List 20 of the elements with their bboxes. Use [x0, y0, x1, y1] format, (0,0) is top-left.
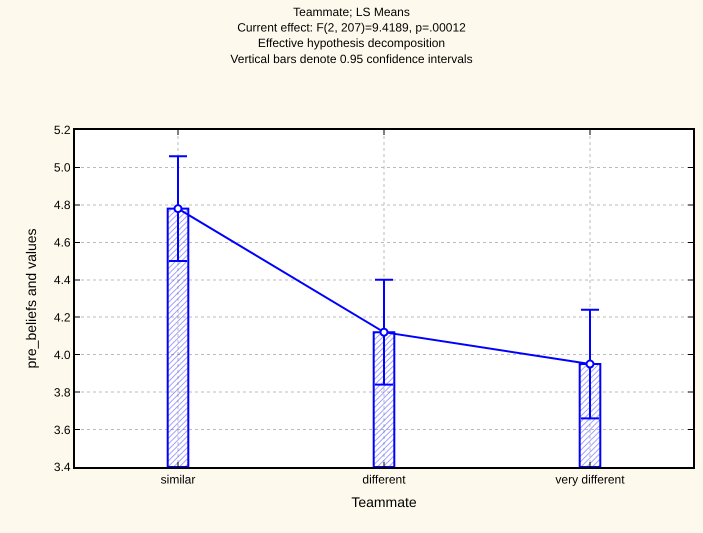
y-tick-label: 4.6 [54, 236, 71, 250]
y-tick-label: 4.4 [54, 272, 71, 287]
x-tick-label: very different [555, 472, 626, 486]
chart-subtitle: Current effect: F(2, 207)=9.4189, p=.00012 Effective hypothesis decomposition Vertical bars denote 0.95 confidence intervals [230, 20, 473, 66]
x-tick-label: similar [160, 472, 196, 486]
y-tick-label: 5.0 [54, 160, 71, 175]
y-tick-label: 4.0 [54, 348, 71, 362]
point [174, 204, 182, 214]
point [586, 360, 594, 369]
y-tick-label: 4.2 [54, 310, 71, 324]
x-tick-label: different [362, 472, 406, 486]
y-tick-label: 3.8 [54, 385, 71, 400]
chart-title: Teammate; LS Means [293, 4, 410, 19]
y-tick-label: 4.8 [54, 198, 71, 212]
x-axis-title: Teammate [351, 494, 417, 510]
y-axis-title: pre_beliefs and values [23, 228, 39, 369]
y-tick-label: 3.6 [54, 422, 71, 437]
point [380, 328, 388, 337]
y-tick-label: 5.2 [54, 123, 71, 138]
y-tick-label: 3.4 [54, 460, 71, 474]
